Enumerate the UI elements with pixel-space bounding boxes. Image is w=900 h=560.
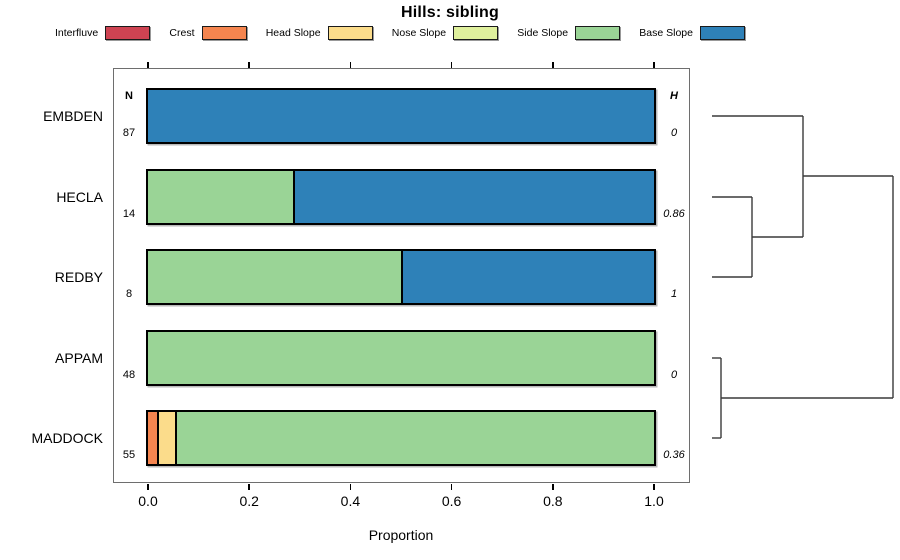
- x-tick-label: 1.0: [644, 493, 664, 509]
- axis-tick: [450, 484, 453, 490]
- axis-tick: [349, 62, 352, 68]
- h-column-header: H: [670, 90, 678, 102]
- n-value: 48: [122, 369, 136, 381]
- x-tick-label: 0.4: [340, 493, 361, 509]
- h-value: 1: [670, 288, 678, 300]
- bar-segment: [148, 90, 654, 142]
- bar-segment: [401, 251, 654, 303]
- bar-segment: [148, 412, 158, 464]
- legend-swatch: [105, 26, 151, 40]
- axis-tick: [450, 62, 453, 68]
- row-label: APPAM: [55, 350, 103, 366]
- axis-tick: [349, 484, 352, 490]
- x-tick-label: 0.0: [138, 493, 158, 509]
- stacked-bar: [146, 249, 656, 305]
- legend-item: Base Slope: [639, 26, 745, 40]
- legend-item: Crest: [169, 26, 247, 40]
- h-value: 0: [670, 127, 678, 139]
- bar-segment: [148, 251, 401, 303]
- h-value: 0.36: [663, 449, 685, 461]
- row-label: EMBDEN: [43, 108, 103, 124]
- axis-tick: [147, 62, 149, 68]
- legend: Interfluve Crest Head Slope Nose Slope Side …: [55, 25, 745, 41]
- n-column-header: N: [125, 90, 133, 102]
- chart-title: Hills: sibling: [401, 4, 499, 21]
- h-value: 0: [670, 369, 678, 381]
- n-value: 14: [122, 208, 136, 220]
- stacked-bar: [146, 330, 656, 386]
- axis-tick: [147, 484, 149, 490]
- legend-swatch: [575, 26, 621, 40]
- legend-label: Crest: [169, 27, 195, 39]
- row-label: HECLA: [56, 189, 103, 205]
- legend-label: Interfluve: [55, 27, 99, 39]
- x-tick-label: 0.2: [239, 493, 259, 509]
- legend-item: Nose Slope: [391, 26, 499, 40]
- legend-swatch: [453, 26, 499, 40]
- legend-label: Base Slope: [639, 27, 693, 39]
- legend-swatch: [201, 26, 247, 40]
- bar-segment: [148, 171, 293, 223]
- n-value: 8: [125, 288, 133, 300]
- legend-item: Interfluve: [55, 26, 151, 40]
- axis-tick: [653, 484, 655, 490]
- legend-swatch: [327, 26, 373, 40]
- bar-segment: [157, 412, 176, 464]
- axis-tick: [653, 62, 655, 68]
- h-value: 0.86: [663, 208, 685, 220]
- legend-label: Head Slope: [265, 27, 321, 39]
- legend-label: Nose Slope: [391, 27, 447, 39]
- legend-label: Side Slope: [517, 27, 569, 39]
- axis-tick: [248, 484, 250, 490]
- legend-item: Side Slope: [517, 26, 621, 40]
- n-value: 87: [122, 127, 136, 139]
- row-label: REDBY: [54, 269, 103, 285]
- bar-segment: [292, 171, 654, 223]
- stacked-bar: [146, 169, 656, 225]
- n-value: 55: [122, 449, 136, 461]
- stacked-bar: [146, 410, 656, 466]
- row-label: MADDOCK: [31, 430, 103, 446]
- axis-tick: [552, 484, 554, 490]
- x-tick-label: 0.6: [441, 493, 462, 509]
- axis-tick: [248, 62, 250, 68]
- axis-tick: [552, 62, 554, 68]
- bar-segment: [148, 332, 654, 384]
- legend-swatch: [700, 26, 745, 40]
- x-axis-title: Proportion: [368, 527, 434, 543]
- legend-item: Head Slope: [266, 26, 373, 40]
- x-tick-label: 0.8: [543, 493, 563, 509]
- stacked-bar: [146, 88, 656, 144]
- bar-segment: [175, 412, 654, 464]
